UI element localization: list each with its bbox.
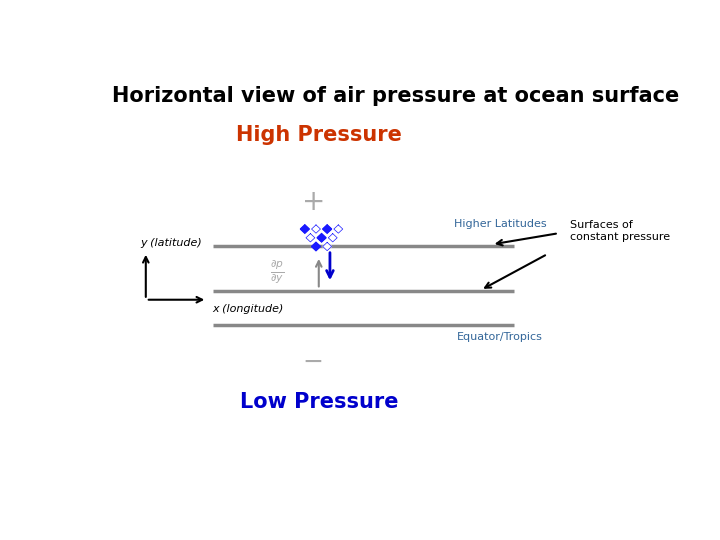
Text: $\frac{\partial p}{\partial y}$: $\frac{\partial p}{\partial y}$	[270, 259, 284, 286]
Text: +: +	[302, 188, 325, 216]
Polygon shape	[317, 234, 326, 242]
Polygon shape	[306, 234, 315, 242]
Text: Surfaces of
constant pressure: Surfaces of constant pressure	[570, 220, 670, 242]
Polygon shape	[312, 225, 320, 233]
Text: Low Pressure: Low Pressure	[240, 392, 398, 411]
Text: Equator/Tropics: Equator/Tropics	[457, 332, 543, 342]
Polygon shape	[300, 225, 310, 233]
Text: Horizontal view of air pressure at ocean surface: Horizontal view of air pressure at ocean…	[112, 85, 680, 106]
Polygon shape	[312, 242, 320, 251]
Polygon shape	[334, 225, 343, 233]
Polygon shape	[328, 234, 337, 242]
Text: Higher Latitudes: Higher Latitudes	[454, 219, 546, 228]
Text: High Pressure: High Pressure	[236, 125, 402, 145]
Text: x (longitude): x (longitude)	[213, 304, 284, 314]
Polygon shape	[323, 242, 332, 251]
Text: −: −	[302, 350, 324, 374]
Polygon shape	[323, 225, 332, 233]
Text: y (latitude): y (latitude)	[140, 238, 202, 248]
